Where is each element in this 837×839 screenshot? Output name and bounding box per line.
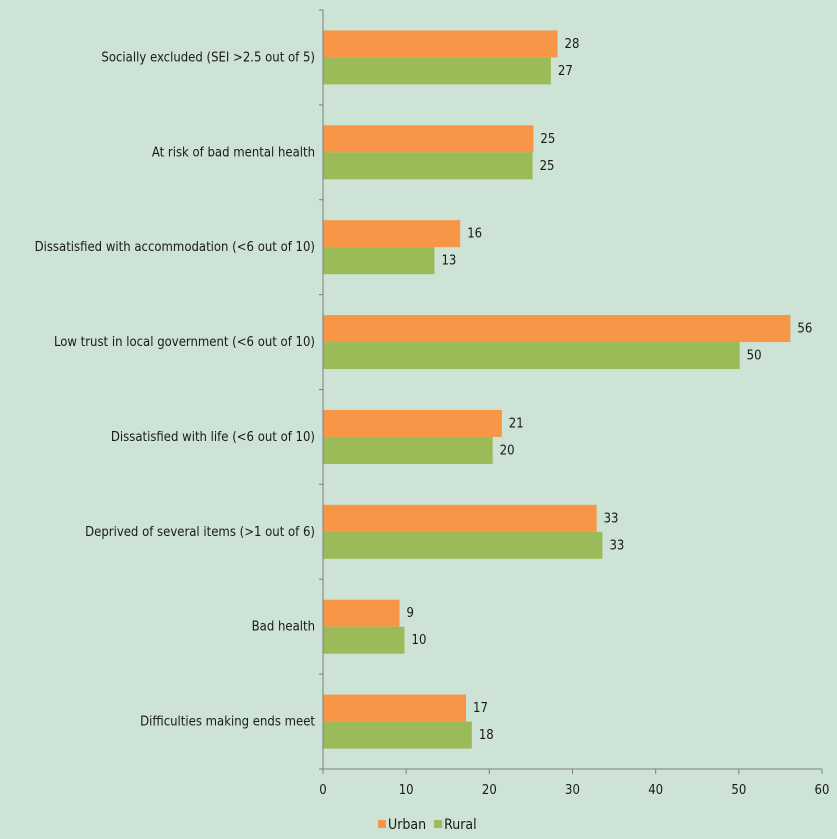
bar-urban — [323, 220, 461, 248]
x-tick-label: 0 — [319, 783, 326, 798]
data-label-urban: 25 — [540, 132, 555, 147]
category-label: Deprived of several items (>1 out of 6) — [85, 525, 315, 540]
bar-urban — [323, 599, 400, 627]
data-label-rural: 33 — [609, 538, 624, 553]
category-label: Socially excluded (SEI >2.5 out of 5) — [101, 50, 315, 65]
category-label: Bad health — [252, 620, 315, 635]
data-label-urban: 21 — [509, 416, 524, 431]
bar-rural — [323, 721, 472, 749]
bar-urban — [323, 315, 791, 343]
data-label-urban: 17 — [473, 701, 488, 716]
bar-rural — [323, 626, 405, 654]
legend-label-urban: Urban — [388, 817, 426, 833]
data-label-rural: 27 — [558, 64, 573, 79]
x-tick-label: 50 — [731, 783, 746, 798]
category-label: Dissatisfied with life (<6 out of 10) — [111, 430, 315, 445]
bar-rural — [323, 57, 551, 85]
bars-layer — [323, 30, 791, 749]
bar-rural — [323, 436, 493, 464]
x-tick-label: 60 — [815, 783, 830, 798]
x-tick-label: 10 — [399, 783, 414, 798]
x-tick-label: 30 — [565, 783, 580, 798]
bar-urban — [323, 694, 467, 722]
x-tick-label: 40 — [648, 783, 663, 798]
bar-urban — [323, 409, 502, 437]
category-label: Dissatisfied with accommodation (<6 out … — [35, 240, 315, 255]
legend-swatch-urban — [378, 820, 386, 828]
data-label-urban: 33 — [604, 511, 619, 526]
bar-urban — [323, 504, 597, 532]
bar-urban — [323, 30, 558, 58]
data-label-urban: 16 — [467, 227, 482, 242]
bar-rural — [323, 247, 435, 275]
x-tick-label: 20 — [482, 783, 497, 798]
data-label-urban: 56 — [797, 322, 812, 337]
category-label: Difficulties making ends meet — [140, 715, 315, 730]
data-label-rural: 50 — [747, 349, 762, 364]
axes-layer: 0 10 20 30 40 50 60 — [319, 9, 830, 798]
data-label-rural: 20 — [500, 443, 515, 458]
bar-rural — [323, 531, 603, 559]
legend-label-rural: Rural — [444, 817, 477, 833]
legend-swatch-rural — [434, 820, 443, 828]
data-label-rural: 13 — [441, 254, 456, 269]
bar-rural — [323, 152, 533, 180]
bar-rural — [323, 342, 740, 370]
data-label-rural: 10 — [412, 633, 427, 648]
legend: Urban Rural — [378, 817, 477, 833]
data-label-urban: 28 — [565, 37, 580, 52]
data-label-rural: 18 — [479, 728, 494, 743]
category-label: Low trust in local government (<6 out of… — [54, 335, 315, 350]
bar-urban — [323, 125, 534, 153]
labels-layer: Socially excluded (SEI >2.5 out of 5) 28 2… — [35, 37, 813, 743]
category-label: At risk of bad mental health — [152, 145, 315, 160]
data-label-rural: 25 — [540, 159, 555, 174]
data-label-urban: 9 — [407, 606, 414, 621]
